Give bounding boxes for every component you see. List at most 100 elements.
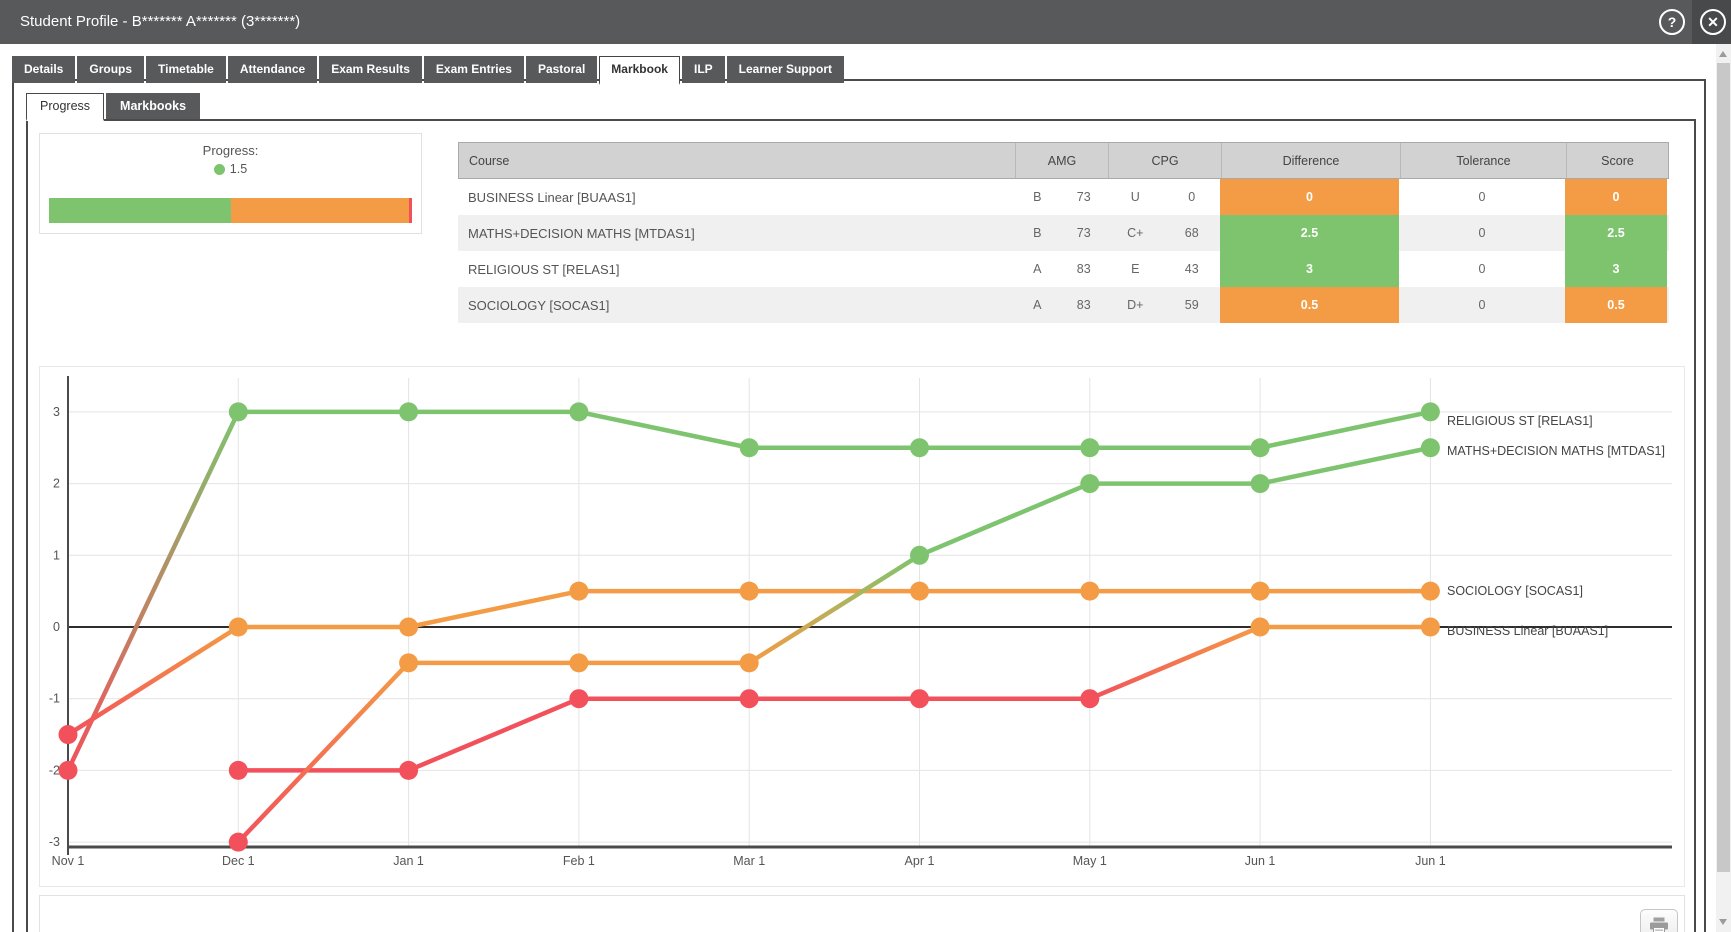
course-table: CourseAMGCPGDifferenceToleranceScore BUS…	[458, 142, 1669, 323]
student-profile-window: Student Profile - B******* A******* (3**…	[0, 0, 1731, 932]
markbook-page: ProgressMarkbooks Progress: 1.5 CourseAM…	[12, 79, 1706, 932]
course-name-cell: SOCIOLOGY [SOCAS1]	[458, 287, 1014, 323]
chart-point	[910, 689, 929, 708]
scrollbar-down-icon[interactable]	[1719, 919, 1727, 925]
chart-point	[399, 653, 418, 672]
tolerance-cell: 0	[1399, 179, 1565, 215]
progress-bar-red-segment	[409, 198, 412, 223]
chart-point	[1080, 474, 1099, 493]
tolerance-cell: 0	[1399, 287, 1565, 323]
chart-point	[1080, 689, 1099, 708]
chart-x-tick-label: Dec 1	[222, 854, 255, 868]
chart-series-line	[409, 591, 579, 627]
chart-point	[1421, 582, 1440, 601]
chart-point	[59, 761, 78, 780]
sub-tab-strip: ProgressMarkbooks	[26, 93, 202, 119]
vertical-scrollbar[interactable]	[1716, 44, 1731, 932]
column-header-cpg: CPG	[1108, 143, 1221, 178]
chart-point	[740, 438, 759, 457]
chart-series-line	[749, 555, 919, 663]
chart-y-tick-label: -2	[49, 763, 60, 777]
chart-y-tick-label: 1	[53, 548, 60, 562]
tab-exam-results[interactable]: Exam Results	[319, 56, 422, 83]
close-icon[interactable]: ✕	[1700, 9, 1726, 35]
chart-series-line	[1090, 627, 1260, 699]
chart-point	[910, 582, 929, 601]
progress-label: Progress:	[40, 143, 421, 158]
tab-timetable[interactable]: Timetable	[146, 56, 226, 83]
tab-learner-support[interactable]: Learner Support	[727, 56, 844, 83]
chart-point	[1251, 618, 1270, 637]
table-row: BUSINESS Linear [BUAAS1]B73U0000	[458, 179, 1669, 215]
help-icon[interactable]: ?	[1659, 9, 1685, 35]
progress-bar-orange-segment	[231, 198, 410, 223]
score-cell: 0.5	[1565, 287, 1667, 323]
bottom-panel	[39, 895, 1685, 932]
subtab-markbooks[interactable]: Markbooks	[106, 93, 200, 119]
chart-y-tick-label: -3	[49, 835, 60, 849]
difference-cell: 0	[1220, 179, 1399, 215]
table-row: SOCIOLOGY [SOCAS1]A83D+590.500.5	[458, 287, 1669, 323]
score-cell: 0	[1565, 179, 1667, 215]
tolerance-cell: 0	[1399, 215, 1565, 251]
cpg-cell: D+59	[1107, 287, 1220, 323]
chart-series-line	[68, 627, 238, 735]
tab-exam-entries[interactable]: Exam Entries	[424, 56, 524, 83]
tab-pastoral[interactable]: Pastoral	[526, 56, 597, 83]
scrollbar-thumb[interactable]	[1717, 63, 1730, 872]
tab-groups[interactable]: Groups	[77, 56, 144, 83]
chart-x-tick-label: Jun 1	[1245, 854, 1276, 868]
tab-attendance[interactable]: Attendance	[228, 56, 317, 83]
column-header-score: Score	[1566, 143, 1668, 178]
course-table-header: CourseAMGCPGDifferenceToleranceScore	[458, 142, 1669, 179]
progress-dot-icon	[214, 164, 225, 175]
chart-series-label: RELIGIOUS ST [RELAS1]	[1447, 414, 1593, 428]
chart-x-tick-label: Mar 1	[733, 854, 765, 868]
amg-cell: B73	[1014, 215, 1107, 251]
progress-line-chart: 3210-1-2-3Nov 1Dec 1Jan 1Feb 1Mar 1Apr 1…	[40, 367, 1684, 886]
course-name-cell: BUSINESS Linear [BUAAS1]	[458, 179, 1014, 215]
chart-point	[740, 582, 759, 601]
amg-cell: A83	[1014, 251, 1107, 287]
chart-point	[229, 761, 248, 780]
chart-point	[740, 689, 759, 708]
progress-bar-green-segment	[49, 198, 231, 223]
chart-x-tick-label: Feb 1	[563, 854, 595, 868]
amg-cell: B73	[1014, 179, 1107, 215]
scrollbar-up-icon[interactable]	[1719, 51, 1727, 57]
chart-series-line	[579, 412, 749, 448]
progress-panel: Progress: 1.5 CourseAMGCPGDifferenceTole…	[26, 119, 1696, 932]
chart-point	[569, 402, 588, 421]
chart-x-tick-label: May 1	[1073, 854, 1107, 868]
print-button[interactable]	[1640, 909, 1678, 932]
chart-point	[399, 402, 418, 421]
difference-cell: 3	[1220, 251, 1399, 287]
tolerance-cell: 0	[1399, 251, 1565, 287]
subtab-progress[interactable]: Progress	[26, 93, 104, 121]
cpg-cell: E43	[1107, 251, 1220, 287]
chart-y-tick-label: 0	[53, 620, 60, 634]
cpg-cell: U0	[1107, 179, 1220, 215]
chart-point	[1251, 474, 1270, 493]
chart-point	[399, 618, 418, 637]
progress-bar	[49, 198, 412, 223]
column-header-difference: Difference	[1221, 143, 1400, 178]
chart-series-line	[1260, 412, 1430, 448]
tab-ilp[interactable]: ILP	[682, 56, 725, 83]
difference-cell: 2.5	[1220, 215, 1399, 251]
tab-markbook[interactable]: Markbook	[599, 56, 680, 85]
score-cell: 2.5	[1565, 215, 1667, 251]
chart-x-tick-label: Jun 1	[1415, 854, 1446, 868]
chart-y-tick-label: 3	[53, 405, 60, 419]
chart-y-tick-label: 2	[53, 477, 60, 491]
tab-details[interactable]: Details	[12, 56, 75, 83]
progress-value: 1.5	[230, 162, 247, 176]
score-cell: 3	[1565, 251, 1667, 287]
chart-point	[1421, 618, 1440, 637]
chart-point	[229, 618, 248, 637]
chart-series-line	[409, 699, 579, 771]
chart-point	[1251, 438, 1270, 457]
chart-point	[569, 653, 588, 672]
table-row: MATHS+DECISION MATHS [MTDAS1]B73C+682.50…	[458, 215, 1669, 251]
chart-point	[740, 653, 759, 672]
